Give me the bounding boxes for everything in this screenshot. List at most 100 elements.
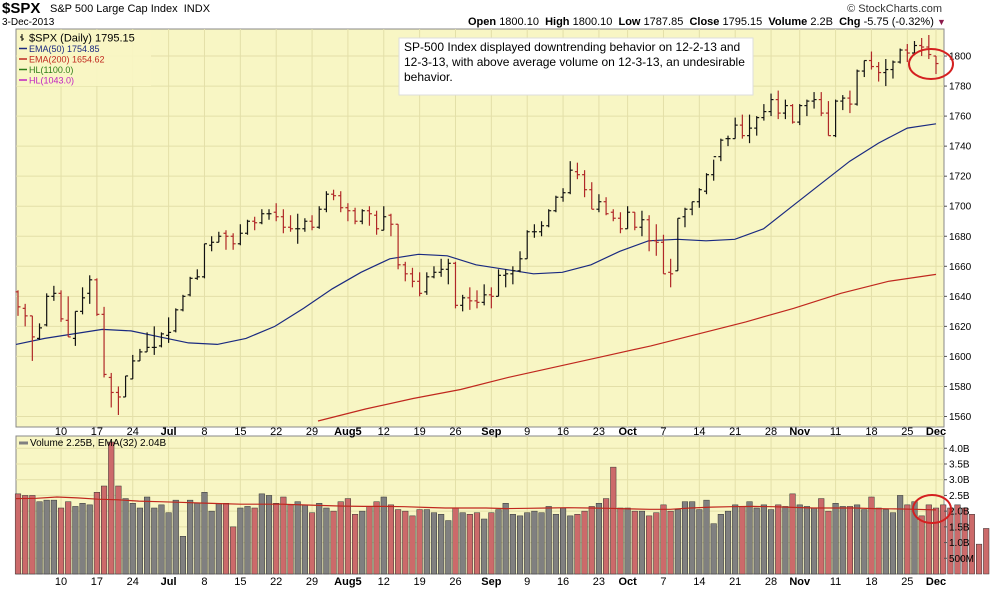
ohlc-bar <box>739 114 745 139</box>
volume-x-tick-label: 23 <box>593 576 605 588</box>
volume-bar <box>796 504 803 575</box>
volume-bar <box>624 507 631 575</box>
volume-bar <box>481 518 488 575</box>
ohlc-bar <box>58 290 64 322</box>
volume-bar <box>14 493 22 575</box>
volume-x-tick-label: 29 <box>306 576 318 588</box>
ohlc-bar <box>288 215 294 232</box>
volume-bar <box>122 498 129 575</box>
ohlc-bar <box>546 209 552 228</box>
volume-ema32-path <box>15 496 937 511</box>
ohlc-bar <box>15 290 21 316</box>
close-label: Close <box>689 16 720 28</box>
ohlc-bar <box>768 93 774 117</box>
price-highlight-circle <box>908 48 954 80</box>
ohlc-bar <box>833 99 839 138</box>
volume-bar <box>79 503 86 575</box>
ohlc-bar <box>560 188 566 202</box>
volume-bar <box>567 515 574 575</box>
volume-bar <box>940 504 947 575</box>
ohlc-bar <box>567 161 573 195</box>
volume-bar <box>760 504 767 575</box>
ohlc-bar <box>280 209 286 234</box>
ohlc-bar <box>22 303 28 327</box>
volume-bar <box>732 504 739 575</box>
volume-y-tick-label: 4.0B <box>949 444 970 455</box>
volume-bar <box>882 509 889 575</box>
volume-x-tick-label: Oct <box>618 576 637 588</box>
ohlc-bar <box>144 332 150 353</box>
volume-bar <box>588 506 595 575</box>
volume-bar <box>308 512 316 575</box>
ohlc-bar <box>158 332 164 348</box>
volume-bar <box>395 509 402 575</box>
volume-bar <box>961 507 968 575</box>
ohlc-bar <box>725 135 731 147</box>
price-y-tick-label: 1680 <box>949 232 972 243</box>
volume-bar <box>208 510 215 575</box>
volume-bar <box>502 503 509 575</box>
ohlc-bar <box>409 267 415 288</box>
ohlc-bar <box>503 269 509 288</box>
chart-date: 3-Dec-2013 <box>2 17 55 28</box>
volume-x-tick-label: 28 <box>765 576 777 588</box>
volume-bar <box>452 507 459 575</box>
ohlc-bar <box>524 230 530 260</box>
volume-bar <box>72 506 79 575</box>
volume-x-tick-label: 9 <box>524 576 530 588</box>
ohlc-bar <box>338 191 344 213</box>
ohlc-bar <box>431 266 437 279</box>
ohlc-bar <box>417 272 423 297</box>
volume-bar <box>574 514 581 575</box>
low-label: Low <box>618 16 641 28</box>
volume-x-tick-label: 8 <box>201 576 207 588</box>
ohlc-bar <box>366 206 372 226</box>
volume-bar <box>488 512 495 575</box>
volume-bar <box>932 507 940 575</box>
ohlc-bar <box>137 348 143 362</box>
ohlc-bar <box>395 223 401 270</box>
volume-bar <box>753 507 760 575</box>
price-x-tick-label: 16 <box>557 426 569 438</box>
volume-y-tick-label: 2.0B <box>949 507 970 518</box>
volume-x-tick-label: 22 <box>270 576 282 588</box>
price-x-tick-label: Aug5 <box>334 426 362 438</box>
price-y-tick-label: 1660 <box>949 262 972 273</box>
ohlc-bar <box>696 188 702 208</box>
volume-bar <box>172 499 179 575</box>
price-x-tick-label: 14 <box>693 426 705 438</box>
high-value: 1800.10 <box>572 16 613 28</box>
volume-x-tick-label: 26 <box>449 576 461 588</box>
price-x-tick-label: 26 <box>449 426 461 438</box>
ohlc-bar <box>123 375 129 398</box>
ohlc-bar <box>890 60 896 79</box>
volume-y-tick-label: 500M <box>949 554 974 565</box>
volume-bar <box>280 496 287 575</box>
ohlc-bar <box>72 310 78 346</box>
ohlc-bar <box>94 278 100 316</box>
price-x-tick-label: 10 <box>55 426 67 438</box>
volume-bar <box>65 501 72 575</box>
volume-x-axis: 10 17 24 Jul 8 15 22 29 Aug5 12 19 26 Sep 9 16 23 Oct 7 14… <box>55 576 946 588</box>
ohlc-bar <box>539 221 545 237</box>
price-x-tick-label: 29 <box>306 426 318 438</box>
volume-bar <box>215 503 222 575</box>
volume-bar <box>775 504 782 575</box>
volume-bar <box>244 506 251 575</box>
volume-bar <box>811 507 818 575</box>
ohlc-bar <box>108 372 114 408</box>
price-y-tick-label: 1580 <box>949 382 972 393</box>
volume-bar <box>387 504 394 575</box>
volume-bar <box>681 501 689 575</box>
volume-bar <box>194 503 201 575</box>
volume-bar <box>366 506 373 575</box>
ohlc-bar <box>933 55 939 75</box>
volume-bar <box>782 506 789 575</box>
ohlc-bar <box>474 290 480 309</box>
volume-bar <box>165 512 172 575</box>
volume-bar <box>423 509 430 575</box>
ohlc-bar <box>237 224 243 246</box>
volume-bar <box>115 485 122 575</box>
volume-bar <box>703 499 710 575</box>
ohlc-bar <box>861 59 867 78</box>
